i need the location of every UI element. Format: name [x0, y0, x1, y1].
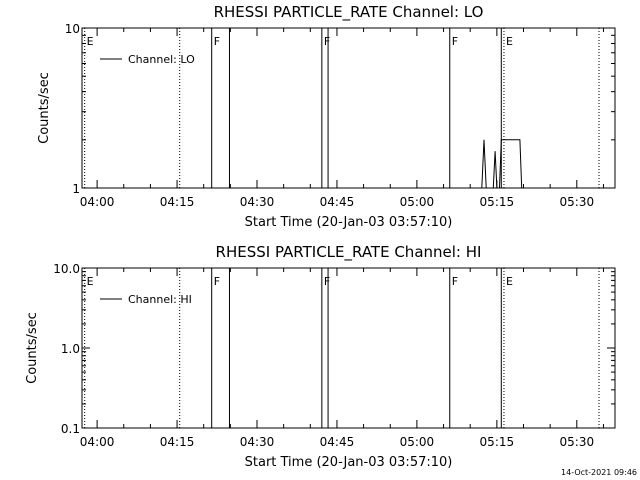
x-tick-label: 04:00	[80, 435, 115, 449]
x-tick-label: 04:30	[240, 435, 275, 449]
footer-timestamp: 14-Oct-2021 09:46	[561, 468, 637, 477]
x-tick-label: 04:15	[160, 195, 195, 209]
event-marker-label: E	[506, 275, 513, 288]
y-tick-label: 1.0	[61, 342, 80, 356]
y-tick-label: 10.0	[53, 262, 80, 276]
legend-entry: Channel: HI	[128, 293, 192, 306]
chart-panel-1: RHESSI PARTICLE_RATE Channel: LO 1 10 04:00…	[37, 3, 616, 230]
event-marker-label: F	[324, 35, 330, 48]
chart-panel-2: RHESSI PARTICLE_RATE Channel: HI 0.1 1.0 10…	[25, 243, 616, 470]
event-marker-label: E	[506, 35, 513, 48]
plot-frame	[81, 27, 616, 189]
y-tick-label: 10	[65, 22, 80, 36]
x-axis-label: Start Time (20-Jan-03 03:57:10)	[245, 215, 453, 230]
x-tick-label: 05:15	[480, 435, 515, 449]
x-tick-label: 04:00	[80, 195, 115, 209]
x-tick-label: 04:15	[160, 435, 195, 449]
legend-entry: Channel: LO	[128, 53, 195, 66]
y-tick-label: 1	[72, 182, 80, 196]
chart-title: RHESSI PARTICLE_RATE Channel: HI	[216, 243, 482, 262]
y-axis-label: Counts/sec	[25, 312, 40, 384]
y-tick-label: 0.1	[61, 422, 80, 436]
x-tick-label: 05:00	[400, 435, 435, 449]
x-tick-label: 04:45	[320, 435, 355, 449]
event-marker-label: F	[214, 275, 220, 288]
event-marker-label: F	[324, 275, 330, 288]
event-marker-label: F	[452, 275, 458, 288]
x-tick-label: 04:30	[240, 195, 275, 209]
x-tick-label: 05:00	[400, 195, 435, 209]
event-marker-label: F	[214, 35, 220, 48]
chart-title: RHESSI PARTICLE_RATE Channel: LO	[214, 3, 484, 22]
y-axis-label: Counts/sec	[37, 72, 52, 144]
x-axis-label: Start Time (20-Jan-03 03:57:10)	[245, 455, 453, 470]
series-line	[481, 139, 523, 189]
event-marker-label: F	[452, 35, 458, 48]
event-marker-label: E	[87, 35, 94, 48]
event-marker-label: E	[87, 275, 94, 288]
x-tick-label: 05:30	[560, 435, 595, 449]
x-tick-label: 04:45	[320, 195, 355, 209]
x-tick-label: 05:15	[480, 195, 515, 209]
plot-frame	[81, 267, 616, 429]
x-tick-label: 05:30	[560, 195, 595, 209]
